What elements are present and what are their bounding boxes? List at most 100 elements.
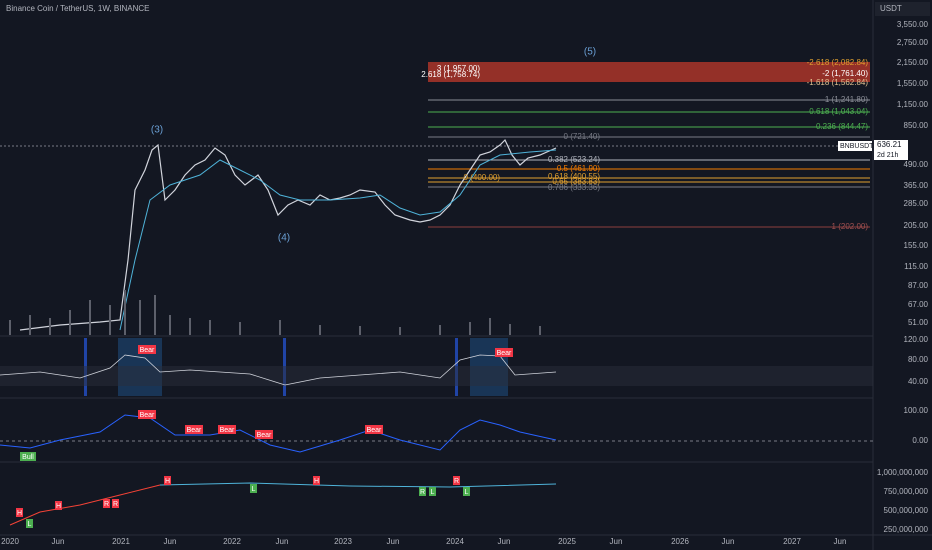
chart-title: Binance Coin / TetherUS, 1W, BINANCE [6, 4, 149, 13]
axis-label: 750,000,000 [884, 487, 929, 496]
moving-average [119, 149, 557, 331]
fib-ext-label: 3 (1,957.00) [437, 64, 480, 73]
signal: Bear [257, 432, 272, 439]
axis-label: 87.00 [908, 281, 929, 290]
time-label: Jun [164, 537, 177, 546]
axis-label: 285.00 [904, 199, 929, 208]
currency-box [875, 2, 930, 16]
time-label: Jun [722, 537, 735, 546]
axis-label: 0.00 [912, 436, 928, 445]
time-label: Jun [498, 537, 511, 546]
signal: L [252, 486, 256, 493]
fib-label: -1 (1,241.80) [822, 95, 868, 104]
signal: L [465, 489, 469, 496]
fib-labels: -2.618 (2,082.84) -2 (1,761.40) -1.618 (… [421, 58, 868, 231]
time-label: Jun [610, 537, 623, 546]
fib-label: -2.618 (2,082.84) [807, 58, 869, 67]
time-label: Jun [52, 537, 65, 546]
time-label: 2022 [223, 537, 241, 546]
wave-label: (4) [278, 233, 290, 244]
fib-label: -2 (1,761.40) [822, 69, 868, 78]
axis-label: 3,550.00 [897, 20, 929, 29]
signal: Bear [497, 350, 512, 357]
axis-label: 250,000,000 [884, 525, 929, 534]
axis-label: 67.00 [908, 300, 929, 309]
signal-tags: Bear Bear Bear Bear Bear Bear Bear Bull … [16, 345, 513, 528]
time-axis: 2020 Jun 2021 Jun 2022 Jun 2023 Jun 2024… [1, 537, 846, 546]
fib-label: 0.618 (400.55) [548, 172, 600, 181]
axis-label: 500,000,000 [884, 506, 929, 515]
axis-label: 155.00 [904, 241, 929, 250]
volume-index-pane [9, 482, 557, 526]
symbol-tag [838, 141, 872, 151]
axis-label: 2,150.00 [897, 58, 929, 67]
axis-label: 2,750.00 [897, 38, 929, 47]
axis-label: 850.00 [904, 121, 929, 130]
signal: Bear [220, 427, 235, 434]
fib-label: 0.5 (461.90) [557, 164, 600, 173]
fib-label: 0.786 (333.36) [548, 183, 600, 192]
time-label: 2021 [112, 537, 130, 546]
signal: R [420, 489, 425, 496]
axis-label: 1,550.00 [897, 79, 929, 88]
signal: L [28, 521, 32, 528]
axis-label: 490.00 [904, 160, 929, 169]
axis-label: 80.00 [908, 355, 929, 364]
price-tag [874, 140, 908, 160]
osc-pane [0, 414, 873, 453]
axis-label: 205.00 [904, 221, 929, 230]
signal: R [454, 478, 459, 485]
signal: H [165, 478, 170, 485]
fib-label: 0.382 (523.24) [548, 155, 600, 164]
fib-label: -1.618 (1,562.84) [807, 78, 869, 87]
fib-label: 0 (721.40) [564, 132, 601, 141]
fib-label: -0.236 (844.47) [813, 122, 868, 131]
fib-label: 0.65 (383.83) [552, 177, 600, 186]
time-label: Jun [276, 537, 289, 546]
symbol: BNBUSDT [840, 143, 874, 150]
signal: Bear [187, 427, 202, 434]
axis-label: 51.00 [908, 318, 929, 327]
wave-label: (5) [584, 47, 596, 58]
countdown: 2d 21h [877, 152, 899, 159]
time-label: 2025 [558, 537, 576, 546]
fib-lines [0, 99, 870, 228]
volume-bars [9, 290, 541, 335]
price-axis: 3,550.00 2,750.00 2,150.00 1,550.00 1,15… [877, 20, 929, 534]
currency: USDT [880, 4, 902, 13]
axis-label: 120.00 [904, 335, 929, 344]
signal: L [431, 489, 435, 496]
axis-label: 100.00 [904, 406, 929, 415]
axis-label: 1,150.00 [897, 100, 929, 109]
time-label: Jun [387, 537, 400, 546]
fib-ext-label: 0 (400.00) [464, 173, 501, 182]
time-label: 2026 [671, 537, 689, 546]
signal: Bull [22, 454, 34, 461]
fib-label: 1 (202.00) [832, 222, 869, 231]
time-label: 2024 [446, 537, 464, 546]
signal: Bear [140, 412, 155, 419]
signal: H [17, 510, 22, 517]
fib-ext-label: 2.618 (1,758.74) [421, 70, 480, 79]
time-label: Jun [834, 537, 847, 546]
time-label: 2023 [334, 537, 352, 546]
signal: Bear [140, 347, 155, 354]
signal: R [113, 501, 118, 508]
signal: H [314, 478, 319, 485]
axis-label: 40.00 [908, 377, 929, 386]
signal: Bear [367, 427, 382, 434]
signal: H [56, 503, 61, 510]
axis-label: 1,000,000,000 [877, 468, 929, 477]
time-label: 2020 [1, 537, 19, 546]
target-zone [428, 62, 870, 82]
fib-label: -0.618 (1,043.04) [807, 107, 869, 116]
last-price: 636.21 [877, 140, 902, 149]
time-label: 2027 [783, 537, 801, 546]
signal: R [104, 501, 109, 508]
axis-label: 115.00 [904, 262, 928, 271]
wave-label: (3) [151, 125, 163, 136]
axis-label: 365.00 [904, 181, 929, 190]
